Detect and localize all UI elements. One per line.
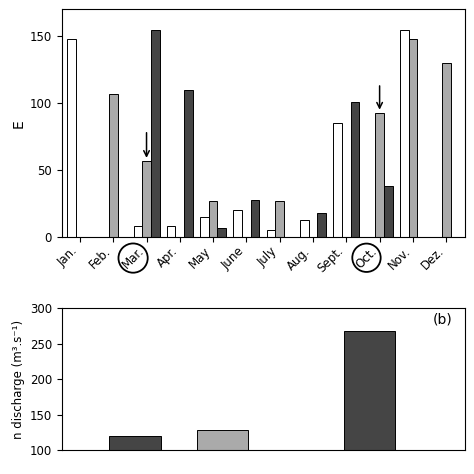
- Bar: [384, 186, 392, 237]
- Bar: [218, 228, 226, 237]
- Bar: [333, 123, 342, 237]
- Bar: [134, 226, 142, 237]
- Bar: [197, 430, 248, 450]
- Legend: 2006, 2007, 2008: 2006, 2007, 2008: [144, 369, 382, 401]
- Y-axis label: E: E: [11, 119, 26, 128]
- Bar: [167, 226, 175, 237]
- Y-axis label: n discharge (m³.s⁻¹): n discharge (m³.s⁻¹): [12, 319, 26, 439]
- Bar: [375, 112, 384, 237]
- Bar: [400, 29, 409, 237]
- Bar: [251, 200, 259, 237]
- Bar: [409, 39, 417, 237]
- Bar: [200, 217, 209, 237]
- Bar: [151, 29, 160, 237]
- Bar: [67, 39, 76, 237]
- Bar: [142, 161, 151, 237]
- Bar: [209, 201, 218, 237]
- Bar: [442, 63, 450, 237]
- Bar: [300, 219, 309, 237]
- Bar: [267, 230, 275, 237]
- Bar: [233, 210, 242, 237]
- Bar: [109, 436, 161, 450]
- Bar: [351, 102, 359, 237]
- Bar: [109, 94, 118, 237]
- Bar: [275, 201, 284, 237]
- Bar: [184, 90, 193, 237]
- Text: (b): (b): [433, 312, 452, 327]
- Bar: [344, 331, 395, 450]
- Bar: [318, 213, 326, 237]
